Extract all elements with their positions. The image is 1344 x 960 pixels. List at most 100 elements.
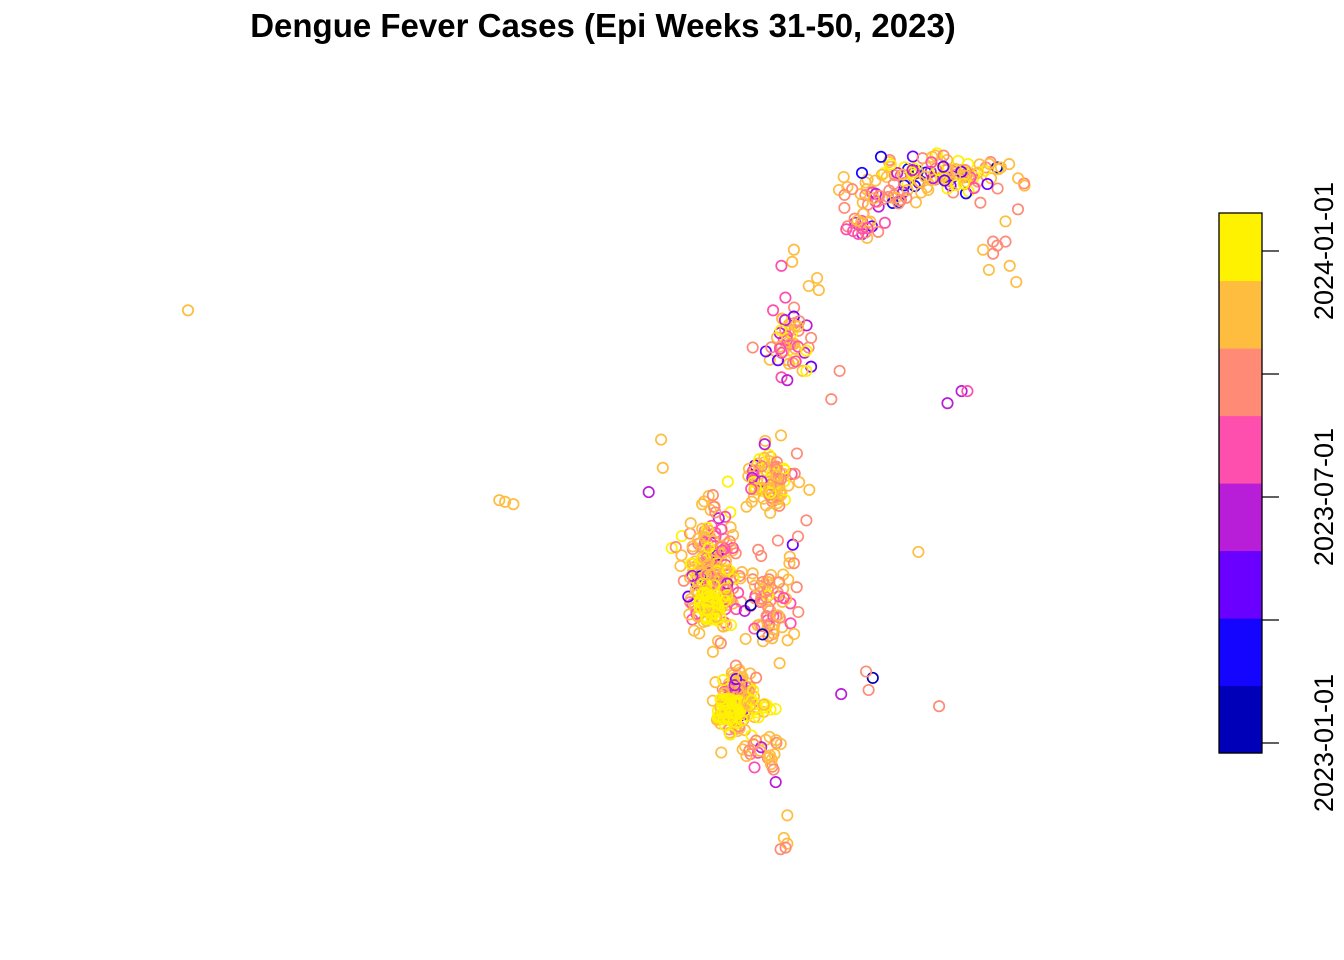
case-point <box>715 746 728 759</box>
case-point <box>783 550 796 563</box>
case-point <box>642 486 655 499</box>
case-point <box>784 617 797 630</box>
case-point <box>714 637 727 650</box>
case-point <box>912 545 925 558</box>
case-point <box>684 557 697 570</box>
case-point <box>909 196 922 209</box>
case-point <box>754 482 767 495</box>
case-point <box>719 555 732 568</box>
case-point <box>763 730 776 743</box>
case-point <box>758 438 771 451</box>
case-point <box>711 634 725 648</box>
case-point <box>782 479 795 492</box>
case-point <box>906 150 919 163</box>
case-point <box>752 711 765 724</box>
case-point <box>699 568 712 581</box>
case-point <box>805 331 818 344</box>
case-point <box>709 506 722 519</box>
colorbar-band <box>1219 280 1262 349</box>
case-point <box>655 433 668 446</box>
case-point <box>700 601 713 614</box>
colorbar-band <box>1219 348 1262 417</box>
case-point <box>840 223 853 236</box>
case-point <box>872 225 885 238</box>
case-point <box>749 698 762 711</box>
case-point <box>753 453 766 466</box>
case-point <box>968 182 981 195</box>
case-point <box>743 700 756 713</box>
colorbar-tick-label: 2023-07-01 <box>1309 428 1339 566</box>
case-point <box>999 235 1012 248</box>
case-point <box>709 676 722 689</box>
case-point <box>994 161 1007 174</box>
case-point <box>800 344 813 357</box>
case-point <box>677 574 690 587</box>
case-point <box>722 563 735 576</box>
case-point <box>745 694 759 707</box>
case-point <box>957 177 970 190</box>
case-point <box>757 698 770 711</box>
case-point <box>748 579 761 592</box>
case-point <box>771 354 785 367</box>
case-point <box>708 544 721 557</box>
case-point <box>789 355 802 368</box>
colorbar-band <box>1219 618 1262 687</box>
case-point <box>669 541 682 554</box>
case-point <box>949 163 962 176</box>
case-point <box>726 541 739 555</box>
case-point <box>774 324 787 337</box>
colorbar-band <box>1219 550 1262 619</box>
case-point <box>767 304 780 317</box>
case-point <box>861 222 874 235</box>
case-point <box>788 627 801 641</box>
colorbar-band <box>1219 415 1262 484</box>
case-point <box>693 594 706 607</box>
case-point <box>779 291 792 304</box>
case-point <box>698 530 711 543</box>
case-point <box>774 737 787 750</box>
case-point <box>181 304 195 317</box>
colorbar-band <box>1219 685 1262 754</box>
colorbar-tick-label: 2024-01-01 <box>1309 182 1339 320</box>
case-point <box>1010 275 1023 289</box>
case-point <box>927 172 940 185</box>
case-point <box>860 665 873 678</box>
case-point <box>696 522 709 535</box>
case-point <box>736 671 749 684</box>
case-point <box>752 543 765 556</box>
case-point <box>724 618 738 632</box>
case-point <box>756 628 769 641</box>
case-point <box>674 559 687 573</box>
case-point <box>684 571 697 584</box>
case-point <box>732 586 745 599</box>
colorbar-band <box>1219 483 1262 552</box>
case-point <box>837 170 850 184</box>
case-point <box>959 169 972 182</box>
case-point <box>781 634 794 647</box>
case-point <box>747 475 760 489</box>
case-point <box>770 456 783 469</box>
case-point <box>851 214 864 227</box>
case-point <box>777 592 790 605</box>
colorbar-legend: 2023-01-01 2023-07-01 2024-01-01 <box>1218 182 1339 812</box>
case-point <box>999 215 1012 228</box>
case-point <box>688 624 701 637</box>
case-point <box>774 843 787 856</box>
case-point <box>710 597 723 610</box>
case-point <box>838 188 851 201</box>
case-point <box>915 186 928 199</box>
case-point <box>955 165 968 178</box>
case-point <box>755 620 768 633</box>
case-point <box>833 364 846 377</box>
case-point <box>792 605 805 619</box>
case-point <box>755 549 768 563</box>
case-point <box>790 581 803 594</box>
case-point <box>787 243 800 256</box>
case-point <box>708 500 721 513</box>
case-point <box>791 320 805 333</box>
case-point <box>925 156 938 169</box>
case-point <box>706 489 719 502</box>
case-point <box>793 315 806 328</box>
case-point <box>825 393 838 406</box>
